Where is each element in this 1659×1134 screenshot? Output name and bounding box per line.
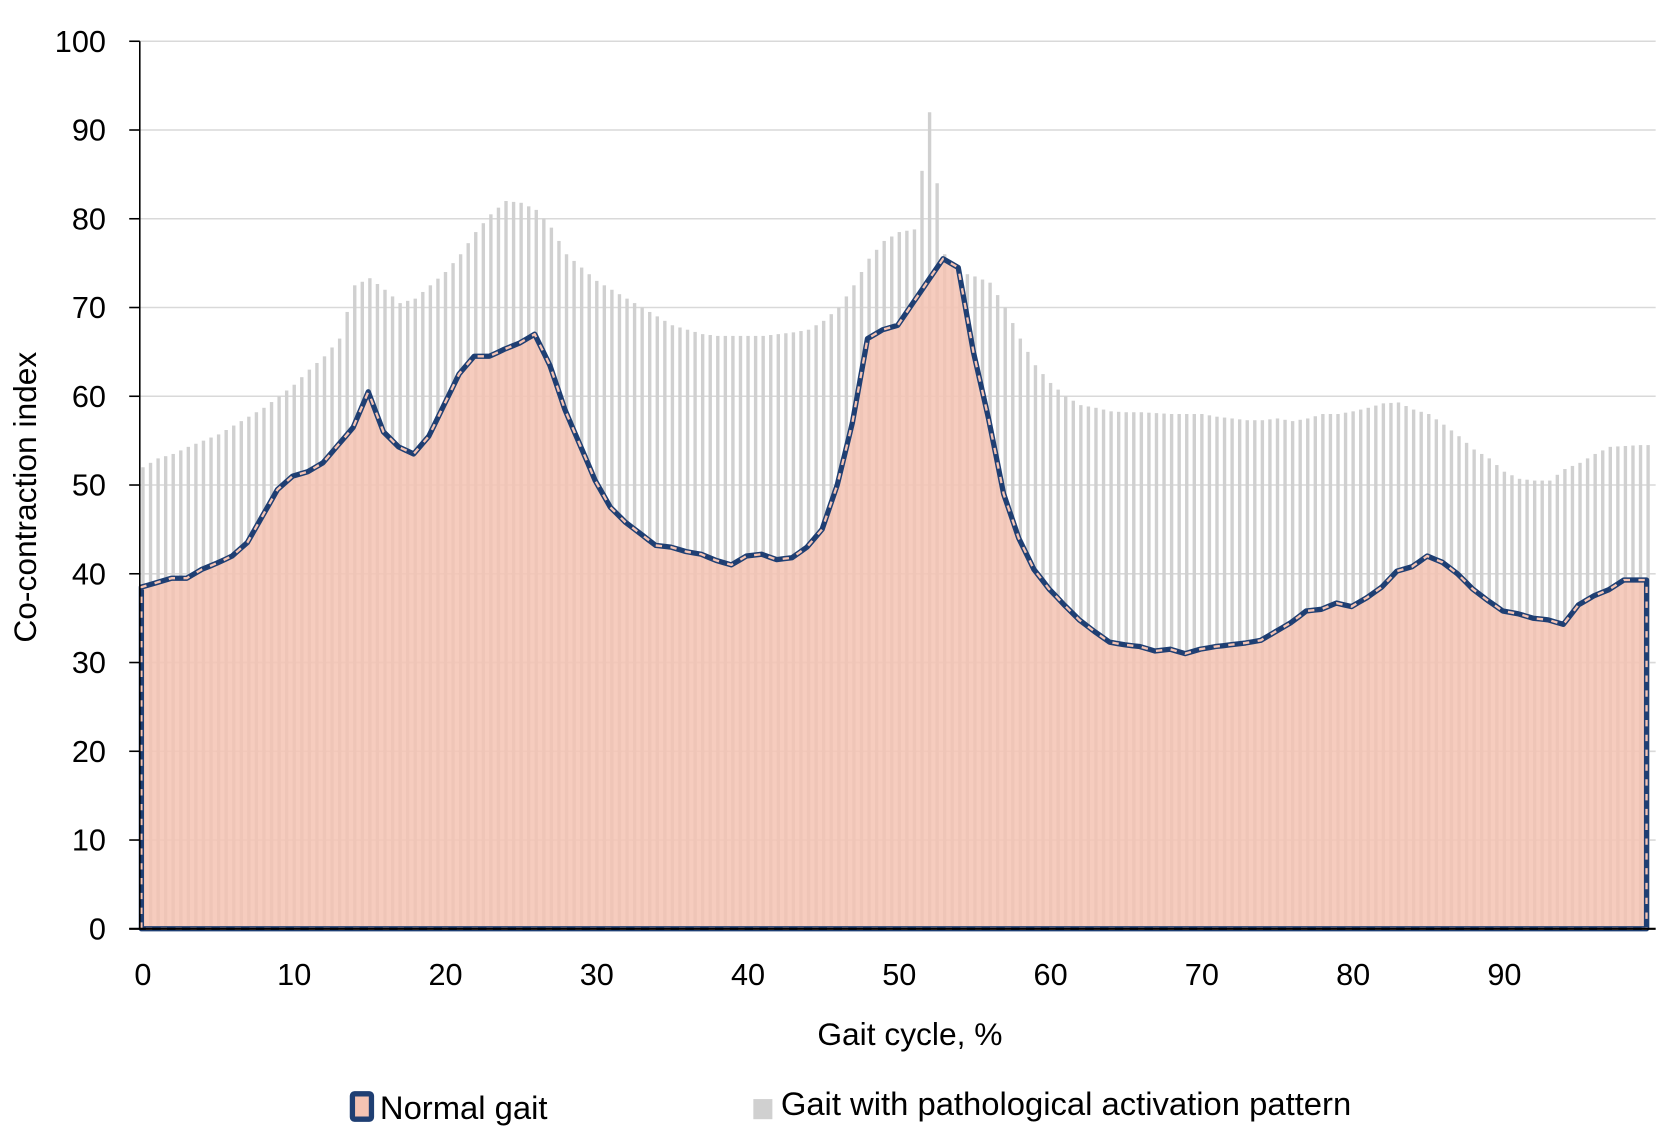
x-tick-label: 30	[580, 958, 614, 992]
legend: Normal gait Gait with pathological activ…	[349, 1085, 1351, 1126]
y-tick-label: 100	[55, 25, 106, 59]
x-tick-label: 90	[1487, 958, 1521, 992]
y-tick-label: 20	[72, 735, 106, 769]
normal-gait-fill	[141, 258, 1647, 929]
x-tick-label: 70	[1185, 958, 1219, 992]
legend-label-pathological: Gait with pathological activation patter…	[781, 1085, 1351, 1122]
y-axis-label: Co-contraction index	[7, 352, 43, 643]
y-tick-label: 10	[72, 824, 106, 858]
normal-gait-outline	[138, 256, 1650, 932]
y-tick-label: 0	[89, 912, 106, 946]
legend-swatch-pathological	[753, 1099, 773, 1120]
y-tick-label: 70	[72, 291, 106, 325]
x-tick-label: 20	[428, 958, 462, 992]
x-tick-label: 80	[1336, 958, 1370, 992]
y-tick-label: 90	[72, 114, 106, 148]
x-tick-label: 40	[731, 958, 765, 992]
x-tick-label: 60	[1034, 958, 1068, 992]
y-tick-label: 30	[72, 646, 106, 680]
x-tick-label: 50	[882, 958, 916, 992]
y-tick-labels: 0 10 20 30 40 50 60 70 80 90 100	[55, 25, 106, 947]
normal-gait-area	[138, 256, 1650, 932]
axes	[129, 40, 1656, 930]
y-tick-label: 80	[72, 202, 106, 236]
legend-label-normal-gait: Normal gait	[380, 1089, 548, 1126]
y-tick-label: 40	[72, 557, 106, 591]
legend-swatch-normal-gait	[349, 1091, 375, 1122]
y-tick-label: 60	[72, 380, 106, 414]
x-tick-labels: 0 10 20 30 40 50 60 70 80 90	[134, 958, 1521, 992]
x-tick-label: 10	[277, 958, 311, 992]
y-tick-label: 50	[72, 469, 106, 503]
x-tick-label: 0	[134, 958, 151, 992]
x-axis-label: Gait cycle, %	[817, 1016, 1002, 1052]
